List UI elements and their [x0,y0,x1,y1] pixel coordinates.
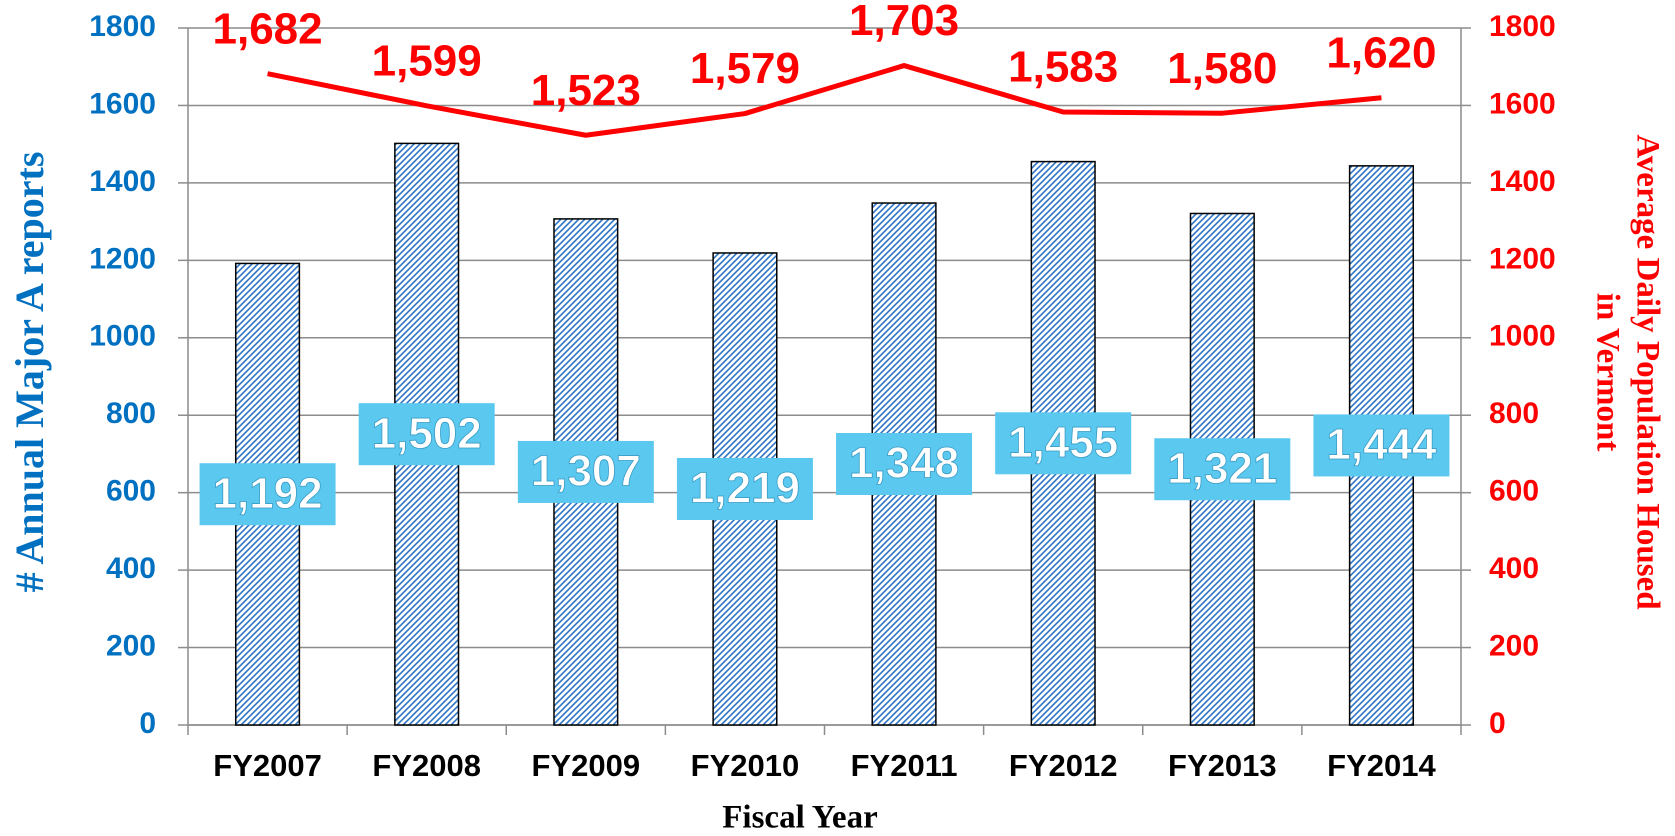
y-tick-label: 600 [106,475,156,508]
data-label: 1,455 [1008,418,1118,467]
x-tick-label: FY2009 [532,748,641,783]
y-tick-label: 1800 [89,10,156,43]
data-label-box [1154,438,1291,501]
data-label: 1,583 [1008,43,1118,92]
y-tick-label: 0 [139,707,156,740]
y2-tick-label: 1000 [1489,320,1556,353]
data-label: 1,321 [1167,444,1277,493]
x-tick-label: FY2007 [213,748,322,783]
y-tick-label: 400 [106,552,156,585]
y-tick-label: 1200 [89,242,156,275]
y2-tick-label: 800 [1489,397,1539,430]
y2-tick-label: 1400 [1489,165,1556,198]
y-tick-label: 1400 [89,165,156,198]
data-label: 1,703 [849,0,959,45]
x-tick-label: FY2013 [1168,748,1277,783]
x-tick-label: FY2010 [691,748,800,783]
y2-tick-label: 600 [1489,475,1539,508]
data-label-box [836,433,973,496]
y-tick-label: 200 [106,629,156,662]
data-label: 1,348 [849,439,959,488]
data-label: 1,523 [531,66,641,115]
data-label: 1,219 [690,464,800,513]
data-label-box [995,412,1132,475]
data-label: 1,307 [531,447,641,496]
x-tick-label: FY2008 [372,748,481,783]
y2-tick-label: 400 [1489,552,1539,585]
data-label: 1,579 [690,44,800,93]
line [267,63,1382,138]
data-label: 1,580 [1167,44,1277,93]
data-label-box [676,457,813,520]
y-tick-label: 1600 [89,87,156,120]
x-tick-label: FY2014 [1327,748,1436,783]
y2-axis-title: in Vermont [1589,293,1625,452]
y-tick-label: 1000 [89,320,156,353]
data-label-box [1313,414,1450,477]
data-label: 1,502 [372,409,482,458]
data-label: 1,682 [213,4,323,53]
y2-tick-label: 0 [1489,707,1506,740]
y2-tick-label: 1800 [1489,10,1556,43]
x-tick-label: FY2012 [1009,748,1118,783]
data-label: 1,444 [1326,420,1437,469]
data-label: 1,192 [213,469,323,518]
y-axis-title: # Annual Major A reports [7,152,52,593]
data-label-box [199,463,336,526]
y2-tick-label: 200 [1489,629,1539,662]
x-axis-title: Fiscal Year [722,800,877,836]
data-label-box [358,403,495,466]
y-tick-label: 800 [106,397,156,430]
y2-tick-label: 1200 [1489,242,1556,275]
x-tick-label: FY2011 [851,748,958,783]
data-label-box [517,440,654,503]
y2-axis-title: Average Daily Population Housed [1629,134,1665,609]
data-label: 1,620 [1326,28,1436,77]
y2-tick-label: 1600 [1489,87,1556,120]
data-label: 1,599 [372,36,482,85]
